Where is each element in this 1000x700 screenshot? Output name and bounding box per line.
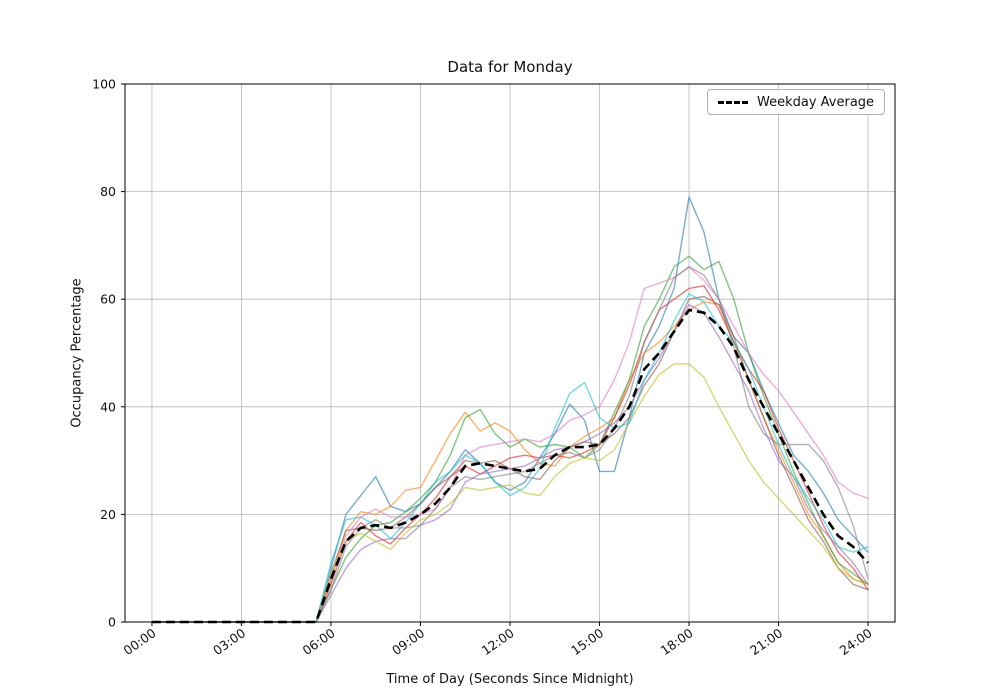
x-tick-label: 15:00 [568, 625, 606, 658]
y-tick-label: 20 [100, 507, 116, 522]
y-tick-label: 100 [92, 77, 116, 92]
x-axis-label: Time of Day (Seconds Since Midnight) [386, 672, 634, 687]
legend: Weekday Average [707, 89, 886, 115]
y-tick-label: 40 [100, 399, 116, 414]
x-tick-label: 21:00 [747, 625, 785, 658]
x-tick-label: 18:00 [658, 625, 696, 658]
y-axis-label: Occupancy Percentage [69, 278, 85, 428]
dashed-line-swatch [718, 100, 748, 104]
x-tick-label: 06:00 [300, 625, 338, 658]
legend-label: Weekday Average [757, 94, 875, 110]
x-tick-label: 03:00 [210, 625, 248, 658]
chart-title: Data for Monday [447, 58, 573, 76]
x-tick-label: 09:00 [389, 625, 427, 658]
x-tick-label: 12:00 [479, 625, 517, 658]
x-tick-label: 24:00 [837, 625, 875, 658]
x-tick-label: 00:00 [121, 625, 159, 658]
y-tick-label: 80 [100, 184, 116, 199]
y-tick-label: 60 [100, 292, 116, 307]
y-tick-label: 0 [108, 615, 116, 630]
